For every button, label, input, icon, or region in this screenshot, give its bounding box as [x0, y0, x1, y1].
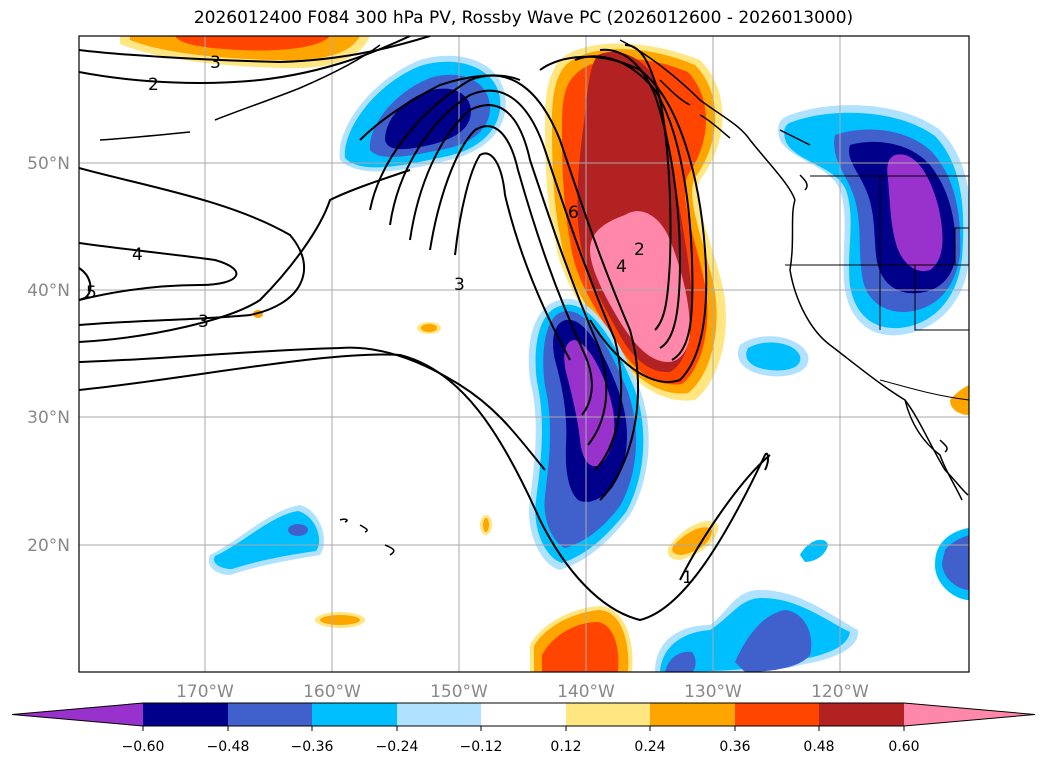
colorbar-extension-max	[904, 703, 1035, 726]
colorbar-segment	[481, 703, 566, 726]
lon-label: 140°W	[557, 682, 615, 702]
lon-label: 150°W	[430, 682, 488, 702]
contour-label: 3	[210, 53, 221, 73]
colorbar	[11, 702, 1036, 731]
contour-label: 4	[616, 257, 627, 277]
colorbar-segment	[566, 703, 650, 726]
longitude-labels: 170°W 160°W 150°W 140°W 130°W 120°W	[176, 682, 869, 702]
pv-contours	[79, 36, 771, 622]
lon-label: 160°W	[303, 682, 361, 702]
colorbar-tick-label: 0.48	[803, 739, 834, 755]
gridlines	[79, 36, 969, 672]
colorbar-tick-label: −0.60	[122, 739, 165, 755]
latitude-labels: 50°N 40°N 30°N 20°N	[27, 154, 70, 556]
colorbar-segment	[819, 703, 904, 726]
contour-label: 2	[634, 240, 645, 260]
contour-label: 3	[454, 275, 465, 295]
colorbar-segment	[735, 703, 819, 726]
colorbar-segment	[143, 703, 228, 726]
colorbar-tick-label: 0.36	[719, 739, 750, 755]
colorbar-tick-label: −0.12	[460, 739, 503, 755]
colorbar-tick-label: −0.24	[376, 739, 419, 755]
contour-label: 4	[132, 245, 143, 265]
lat-label: 50°N	[27, 154, 70, 174]
pv-anomaly-shading	[120, 36, 969, 672]
lon-label: 170°W	[176, 682, 234, 702]
contour-label: 1	[682, 568, 693, 588]
colorbar-segment	[650, 703, 735, 726]
lat-label: 30°N	[27, 408, 70, 428]
contour-label: 2	[148, 75, 159, 95]
contour-label: 5	[86, 283, 97, 303]
map-title: 2026012400 F084 300 hPa PV, Rossby Wave …	[193, 8, 854, 28]
lat-label: 20°N	[27, 536, 70, 556]
map-frame	[78, 35, 970, 673]
colorbar-segment	[228, 703, 312, 726]
contour-labels: 3 2 4 3 3 5 6 2 4 1	[86, 53, 693, 588]
colorbar-tick-labels: −0.60 −0.48 −0.36 −0.24 −0.12 0.12 0.24 …	[122, 739, 920, 755]
lat-label: 40°N	[27, 281, 70, 301]
colorbar-tick-label: −0.36	[291, 739, 334, 755]
colorbar-segment	[312, 703, 397, 726]
lon-label: 120°W	[811, 682, 869, 702]
contour-label: 6	[568, 203, 579, 223]
colorbar-tick-label: 0.24	[634, 739, 665, 755]
lon-label: 130°W	[684, 682, 742, 702]
colorbar-tick-label: −0.48	[207, 739, 250, 755]
borders	[785, 175, 969, 401]
colorbar-extension-min	[12, 703, 143, 726]
colorbar-tick-label: 0.12	[550, 739, 581, 755]
colorbar-tick-label: 0.60	[888, 739, 919, 755]
contour-label: 3	[198, 312, 209, 332]
colorbar-segment	[397, 703, 481, 726]
